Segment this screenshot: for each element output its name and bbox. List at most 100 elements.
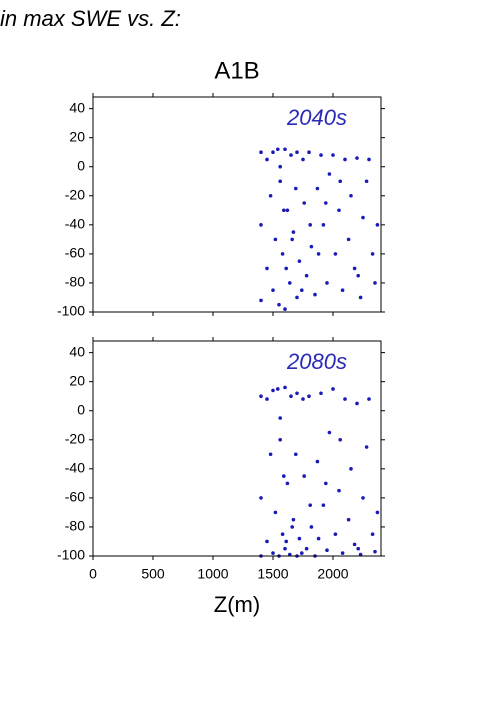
point: [265, 157, 269, 162]
point: [278, 164, 283, 169]
point: [343, 157, 347, 162]
point: [288, 552, 292, 557]
x-tick-label: 2000: [317, 566, 348, 582]
point: [283, 546, 287, 551]
point: [375, 223, 380, 227]
point: [321, 223, 326, 227]
point: [352, 542, 357, 547]
point: [343, 397, 347, 401]
point: [295, 295, 299, 300]
point: [319, 153, 323, 157]
point: [358, 295, 363, 300]
point: [278, 437, 283, 442]
point: [295, 391, 299, 396]
point: [271, 288, 275, 293]
x-tick-label: 0: [89, 566, 97, 582]
point: [315, 459, 320, 464]
point: [316, 536, 321, 541]
point: [370, 532, 375, 537]
y-tick-label: 20: [69, 372, 85, 388]
point: [259, 394, 263, 399]
point: [297, 536, 302, 541]
point: [337, 488, 341, 493]
point: [271, 551, 275, 555]
point: [349, 467, 353, 471]
point: [290, 525, 295, 529]
y-tick-label: -100: [57, 303, 85, 319]
point: [302, 201, 307, 205]
y-tick-label: 0: [77, 157, 85, 173]
y-tick-label: -40: [65, 216, 85, 232]
point: [355, 401, 359, 406]
point: [364, 445, 369, 449]
point: [308, 223, 313, 227]
point: [271, 388, 275, 393]
point: [346, 237, 351, 242]
point: [325, 281, 329, 285]
point: [309, 525, 314, 529]
point: [315, 186, 320, 191]
point: [273, 237, 278, 242]
point: [324, 201, 328, 205]
point: [284, 539, 289, 544]
point: [268, 452, 273, 457]
point: [284, 266, 289, 271]
point: [308, 503, 313, 507]
point: [349, 193, 353, 198]
point: [300, 288, 304, 293]
x-axis-label: Z(m): [214, 592, 260, 617]
point: [373, 549, 377, 554]
point: [294, 186, 298, 191]
point: [300, 551, 304, 555]
point: [280, 532, 285, 537]
point: [313, 292, 317, 297]
point: [289, 394, 293, 399]
y-tick-label: -80: [65, 518, 85, 534]
point: [265, 266, 269, 271]
point: [325, 548, 329, 552]
y-tick-label: -60: [65, 245, 85, 261]
y-tick-label: 40: [69, 343, 85, 359]
y-tick-label: -20: [65, 430, 85, 446]
point: [358, 552, 363, 557]
point: [295, 150, 299, 155]
x-tick-label: 1500: [257, 566, 288, 582]
point: [333, 252, 338, 256]
point: [324, 481, 328, 486]
x-tick-label: 500: [141, 566, 165, 582]
point: [278, 416, 283, 420]
header: in max SWE vs. Z:: [0, 6, 181, 31]
point: [283, 147, 287, 152]
y-tick-label: -60: [65, 489, 85, 505]
point: [321, 503, 326, 507]
point: [285, 481, 290, 486]
point: [356, 273, 361, 278]
point: [375, 510, 380, 515]
point: [370, 252, 375, 256]
point: [327, 172, 332, 176]
point: [338, 437, 343, 442]
y-tick-label: 0: [77, 401, 85, 417]
point: [340, 551, 345, 555]
point: [337, 208, 341, 213]
point: [291, 517, 296, 522]
point: [367, 397, 371, 401]
point: [291, 230, 296, 234]
point: [373, 281, 377, 285]
point: [367, 157, 371, 162]
point: [259, 298, 263, 303]
point: [302, 474, 307, 478]
point: [352, 266, 357, 271]
point: [361, 496, 365, 500]
point: [356, 546, 361, 551]
chart-title: A1B: [214, 57, 259, 84]
point: [333, 532, 338, 537]
plot-frame: [92, 340, 382, 557]
point: [327, 430, 332, 435]
y-tick-label: -40: [65, 460, 85, 476]
point: [277, 302, 281, 307]
point: [265, 539, 269, 544]
point: [289, 153, 293, 157]
point: [283, 307, 287, 311]
